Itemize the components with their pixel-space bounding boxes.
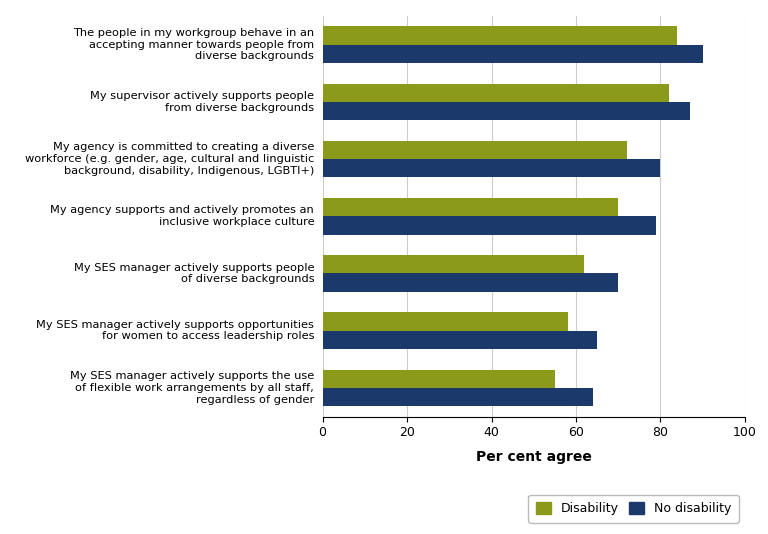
Bar [323, 83, 669, 102]
Bar [323, 312, 568, 331]
Bar [323, 45, 703, 63]
Bar [323, 216, 656, 234]
Bar [323, 141, 627, 159]
X-axis label: Per cent agree: Per cent agree [476, 450, 591, 465]
Bar [323, 370, 554, 388]
Bar [323, 159, 660, 177]
Bar [323, 331, 598, 349]
Bar [323, 273, 618, 292]
Bar [323, 255, 584, 273]
Legend: Disability, No disability: Disability, No disability [528, 495, 739, 523]
Bar [323, 198, 618, 216]
Bar [323, 26, 677, 45]
Bar [323, 388, 593, 406]
Bar [323, 102, 690, 120]
